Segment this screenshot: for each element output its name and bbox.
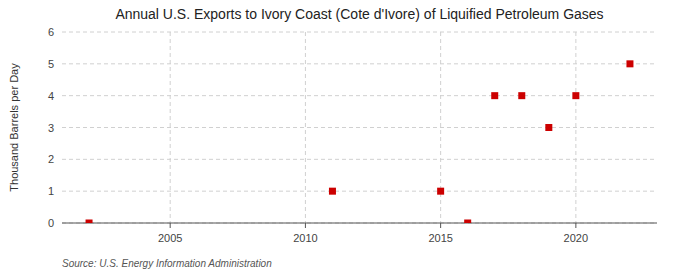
point [464, 220, 471, 224]
y-grid-line [62, 95, 657, 96]
chart-container: 0 1 2 3 4 5 6 2005 2010 2015 2020 Annual U.S. Expor… [0, 0, 675, 275]
point [491, 92, 498, 99]
x-tick [170, 223, 171, 228]
title: Annual U.S. Exports to Ivory Coast (Cote… [115, 6, 603, 22]
y-grid-line [62, 159, 657, 160]
y-tick-label: 6 [48, 26, 54, 38]
y-grid-line [62, 32, 657, 33]
point [86, 220, 93, 224]
x-tick-label: 2010 [293, 232, 317, 244]
y-grid-line [62, 191, 657, 192]
x-grid-line [170, 32, 171, 223]
x-tick-label: 2005 [158, 232, 182, 244]
y-tick-label: 1 [48, 185, 54, 197]
y-tick-label: 3 [48, 122, 54, 134]
chart: 0 1 2 3 4 5 6 2005 2010 2015 2020 Annual U.S. Expor… [0, 0, 675, 275]
x-grid-line [575, 32, 576, 223]
source-note: Source: U.S. Energy Information Administ… [62, 258, 272, 269]
x-tick [575, 223, 576, 228]
x-tick-label: 2020 [564, 232, 588, 244]
x-tick [440, 223, 441, 228]
point [572, 92, 579, 99]
x-axis-line [62, 223, 657, 224]
point [437, 188, 444, 195]
point [626, 60, 633, 67]
y-grid-line [62, 223, 657, 224]
x-tick [305, 223, 306, 228]
points [86, 60, 634, 223]
x-tick-label: 2015 [428, 232, 452, 244]
y-axis-label: Thousand Barrels per Day [8, 63, 20, 192]
y-tick-label: 2 [48, 153, 54, 165]
plot-area [62, 32, 657, 223]
axes: 0 1 2 3 4 5 6 2005 2010 2015 2020 [48, 26, 657, 244]
y-grid-line [62, 63, 657, 64]
x-grid-line [305, 32, 306, 223]
point [518, 92, 525, 99]
point [545, 124, 552, 131]
y-grid-line [62, 127, 657, 128]
y-tick-label: 5 [48, 58, 54, 70]
y-tick-label: 4 [48, 90, 54, 102]
y-tick-label: 0 [48, 217, 54, 229]
grid [62, 32, 657, 223]
point [329, 188, 336, 195]
